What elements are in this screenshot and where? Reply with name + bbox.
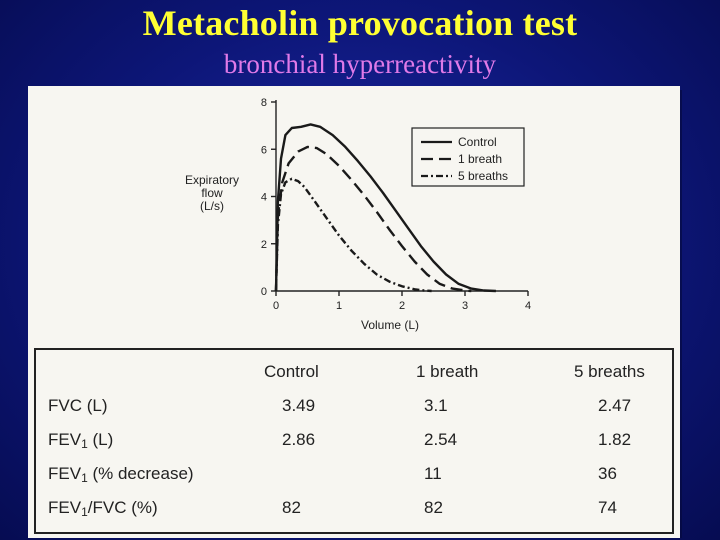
y-tick-label: 2 bbox=[261, 239, 267, 251]
row-label: FEV1 (% decrease) bbox=[48, 464, 194, 485]
slide-subtitle: bronchial hyperreactivity bbox=[223, 49, 497, 79]
y-tick-label: 8 bbox=[261, 97, 267, 109]
row-label-tail: (L) bbox=[87, 430, 114, 449]
table-cell: 2.47 bbox=[598, 396, 632, 415]
spirometry-table: Control 1 breath 5 breaths FVC (L) 3.49 3.… bbox=[34, 348, 674, 534]
y-axis-label: flow bbox=[201, 186, 223, 200]
x-tick-label: 0 bbox=[273, 300, 279, 312]
slide-title: Metacholin provocation test bbox=[142, 3, 578, 43]
series-line-1 bbox=[274, 145, 472, 293]
series-line-2 bbox=[274, 177, 432, 293]
table-cell: 1.82 bbox=[598, 430, 632, 449]
series-line-0 bbox=[274, 123, 496, 293]
table-cell: 82 bbox=[282, 498, 301, 517]
row-label-main: FEV bbox=[48, 430, 82, 449]
table-cell: 2.86 bbox=[282, 430, 316, 449]
y-tick-label: 6 bbox=[261, 144, 267, 156]
legend-label-1: 1 breath bbox=[458, 152, 502, 166]
row-label-tail: (% decrease) bbox=[87, 464, 194, 483]
table-cell: 2.54 bbox=[424, 430, 458, 449]
row-label-subscript: 1 bbox=[81, 505, 88, 519]
row-label: FVC (L) bbox=[48, 396, 108, 416]
x-tick-label: 3 bbox=[462, 300, 468, 312]
table-cell: 36 bbox=[598, 464, 617, 483]
column-header-control: Control bbox=[264, 362, 319, 381]
column-header-1-breath: 1 breath bbox=[416, 362, 479, 381]
row-label-tail: /FVC (%) bbox=[87, 498, 158, 517]
table-cell: 11 bbox=[424, 464, 442, 483]
table-cell: 3.1 bbox=[424, 396, 448, 415]
y-axis-label: (L/s) bbox=[200, 199, 224, 213]
row-label-main: FVC (L) bbox=[48, 396, 108, 415]
row-label-main: FEV bbox=[48, 498, 82, 517]
y-tick-label: 4 bbox=[261, 192, 267, 204]
x-axis-label: Volume (L) bbox=[361, 318, 419, 332]
y-axis-label: Expiratory bbox=[185, 173, 239, 187]
row-label-subscript: 1 bbox=[81, 471, 88, 485]
x-tick-label: 4 bbox=[525, 300, 531, 312]
figure-panel: 0 2 4 6 8 0 1 2 3 4 Volume (L) Expiratory flow (L/s) C… bbox=[28, 86, 680, 538]
x-tick-label: 1 bbox=[336, 300, 342, 312]
x-tick-label: 2 bbox=[399, 300, 405, 312]
legend-label-2: 5 breaths bbox=[458, 169, 508, 183]
row-label-main: FEV bbox=[48, 464, 82, 483]
table-cell: 82 bbox=[424, 498, 443, 517]
table-cell: 74 bbox=[598, 498, 617, 517]
row-label-subscript: 1 bbox=[81, 437, 88, 451]
y-tick-label: 0 bbox=[261, 286, 267, 298]
row-label: FEV1/FVC (%) bbox=[48, 498, 158, 519]
legend-box bbox=[411, 127, 525, 187]
row-label: FEV1 (L) bbox=[48, 430, 114, 451]
column-header-5-breaths: 5 breaths bbox=[574, 362, 645, 381]
legend-label-0: Control bbox=[458, 135, 497, 149]
table-cell: 3.49 bbox=[282, 396, 316, 415]
